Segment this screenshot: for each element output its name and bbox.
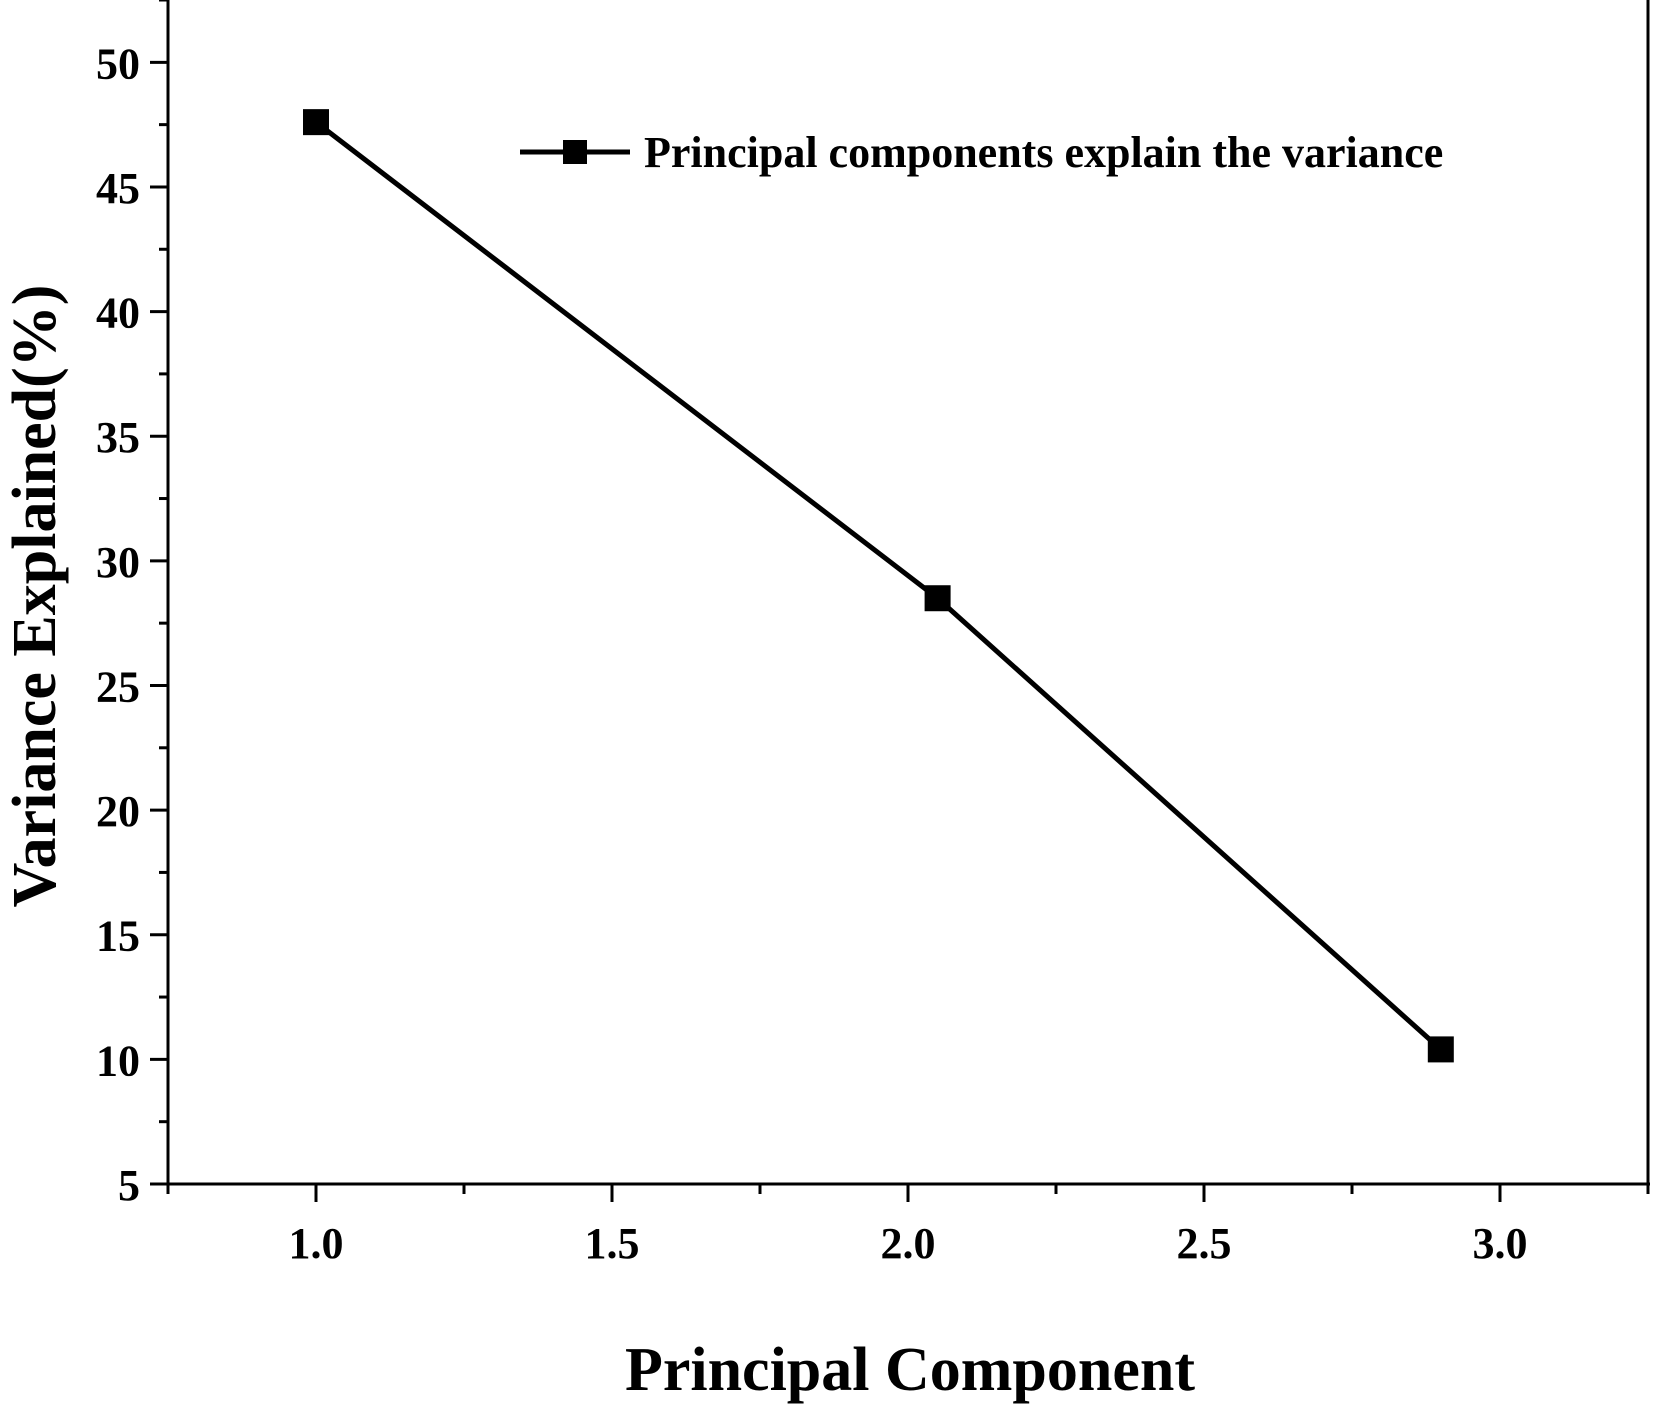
y-tick-label: 20 bbox=[96, 787, 140, 836]
x-axis-title: Principal Component bbox=[625, 1336, 1195, 1404]
x-tick-label: 2.5 bbox=[1177, 1219, 1232, 1268]
y-tick-label: 5 bbox=[118, 1161, 140, 1210]
legend: Principal components explain the varianc… bbox=[520, 128, 1443, 177]
x-tick-label: 2.0 bbox=[881, 1219, 936, 1268]
y-tick-label: 10 bbox=[96, 1036, 140, 1085]
y-tick-label: 30 bbox=[96, 538, 140, 587]
legend-label: Principal components explain the varianc… bbox=[644, 128, 1443, 177]
y-ticks: 5 10 15 20 25 30 35 40 45 50 bbox=[96, 0, 168, 1210]
x-ticks: 1.0 1.5 2.0 2.5 3.0 bbox=[166, 1184, 1650, 1268]
series-layer bbox=[303, 109, 1454, 1063]
y-tick-label: 15 bbox=[96, 912, 140, 961]
x-tick-label: 3.0 bbox=[1473, 1219, 1528, 1268]
y-tick-label: 25 bbox=[96, 662, 140, 711]
y-tick-label: 50 bbox=[96, 39, 140, 88]
legend-marker-square bbox=[563, 140, 587, 164]
y-tick-label: 45 bbox=[96, 164, 140, 213]
y-tick-label: 35 bbox=[96, 413, 140, 462]
y-tick-label: 40 bbox=[96, 289, 140, 338]
data-point-marker bbox=[303, 109, 329, 136]
data-point-marker bbox=[924, 585, 951, 612]
data-point-marker bbox=[1427, 1036, 1454, 1063]
x-tick-label: 1.0 bbox=[289, 1219, 344, 1268]
x-tick-label: 1.5 bbox=[585, 1219, 640, 1268]
y-axis-title: Variance Explained(%) bbox=[1, 285, 69, 908]
series-line bbox=[314, 120, 1443, 1052]
